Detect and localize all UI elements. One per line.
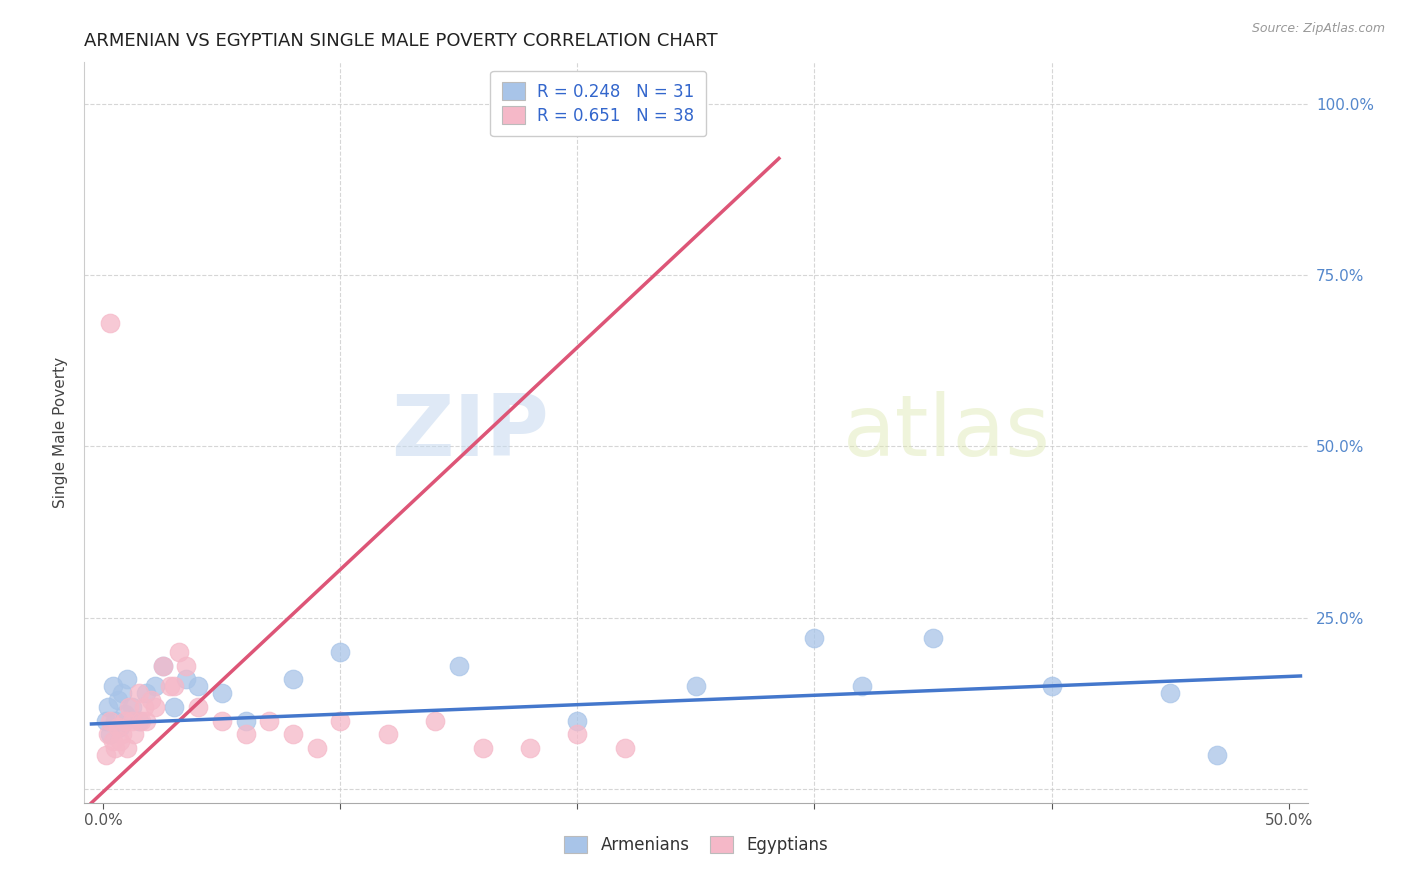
Point [425,714,447,728]
Point [114,706,136,721]
Point [519,741,541,756]
Point [97,727,120,741]
Point [139,693,162,707]
Point [1040,679,1063,693]
Point [152,658,174,673]
Point [305,741,328,756]
Point [685,679,707,693]
Point [211,714,233,728]
Point [851,679,873,693]
Point [100,727,122,741]
Point [115,741,138,756]
Point [108,720,131,734]
Text: ARMENIAN VS EGYPTIAN SINGLE MALE POVERTY CORRELATION CHART: ARMENIAN VS EGYPTIAN SINGLE MALE POVERTY… [84,32,718,50]
Point [135,714,157,728]
Point [114,714,136,728]
Point [281,727,304,741]
Text: Source: ZipAtlas.com: Source: ZipAtlas.com [1251,22,1385,36]
Point [145,679,167,693]
Point [104,714,127,728]
Point [174,673,197,687]
Point [447,658,470,673]
Point [132,699,155,714]
Point [118,699,141,714]
Point [329,645,352,659]
Point [111,727,134,741]
Point [567,714,589,728]
Point [121,699,143,714]
Point [122,727,145,741]
Point [152,658,174,673]
Point [174,658,197,673]
Point [281,673,304,687]
Point [803,632,825,646]
Point [107,720,129,734]
Point [101,734,124,748]
Point [100,714,122,728]
Point [1159,686,1181,700]
Point [235,727,257,741]
Point [329,714,352,728]
Point [163,679,186,693]
Point [135,686,157,700]
Point [107,693,129,707]
Text: ZIP: ZIP [391,391,550,475]
Point [377,727,399,741]
Y-axis label: Single Male Poverty: Single Male Poverty [53,357,69,508]
Point [1206,747,1229,762]
Point [94,714,117,728]
Point [187,679,209,693]
Legend: Armenians, Egyptians: Armenians, Egyptians [557,830,835,861]
Point [128,686,150,700]
Point [115,673,138,687]
Point [108,734,131,748]
Point [259,714,281,728]
Text: atlas: atlas [842,391,1050,475]
Point [613,741,636,756]
Point [104,741,127,756]
Point [100,316,122,330]
Point [163,699,186,714]
Point [145,699,167,714]
Point [922,632,945,646]
Point [111,686,134,700]
Point [471,741,494,756]
Point [211,686,233,700]
Point [97,699,120,714]
Point [121,714,143,728]
Point [167,645,190,659]
Point [101,679,124,693]
Point [94,747,117,762]
Point [128,714,150,728]
Point [129,714,152,728]
Point [235,714,257,728]
Point [187,699,209,714]
Point [159,679,181,693]
Point [567,727,589,741]
